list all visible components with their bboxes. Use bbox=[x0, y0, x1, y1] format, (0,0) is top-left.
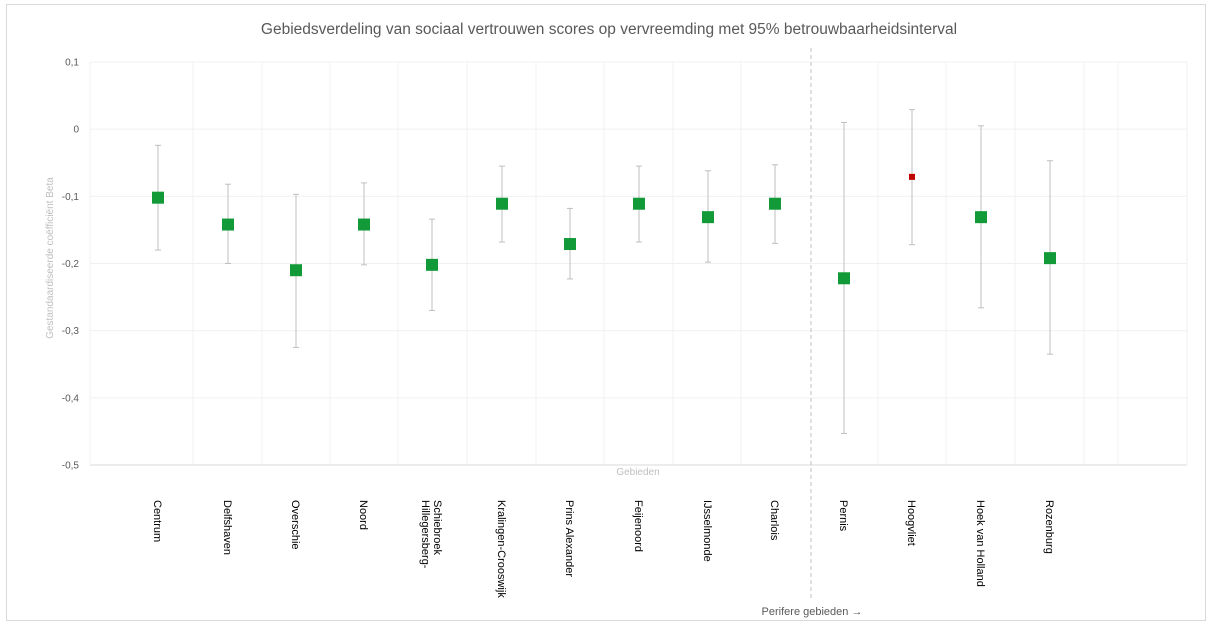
data-point bbox=[290, 264, 302, 277]
category-label-line: Pernis bbox=[837, 500, 849, 532]
category-label-line: Kralingen-Crooswijk bbox=[495, 500, 507, 598]
category-label: Rozenburg bbox=[1043, 500, 1055, 554]
data-point bbox=[222, 218, 234, 231]
y-tick-label: -0,2 bbox=[62, 259, 80, 270]
y-tick-label: -0,3 bbox=[62, 326, 80, 337]
category-label: Delfshaven bbox=[221, 500, 233, 555]
error-bars bbox=[155, 109, 1053, 434]
category-label-line: Overschie bbox=[289, 500, 301, 550]
x-axis-title: Gebieden bbox=[616, 467, 659, 478]
y-tick-label: 0,1 bbox=[65, 58, 79, 69]
y-tick-label: -0,4 bbox=[62, 393, 80, 404]
category-label: Hillegersberg-Schiebroek bbox=[419, 500, 443, 569]
category-label: Hoek van Holland bbox=[974, 500, 986, 587]
chart-frame bbox=[6, 4, 1206, 621]
category-label-line: Hoek van Holland bbox=[974, 500, 986, 587]
category-label: Prins Alexander bbox=[563, 500, 575, 577]
data-point bbox=[496, 197, 508, 210]
data-point bbox=[564, 238, 576, 251]
data-point bbox=[702, 211, 714, 224]
data-point bbox=[975, 211, 987, 224]
category-label-line: IJsselmonde bbox=[701, 500, 713, 562]
data-points bbox=[152, 173, 1056, 285]
category-labels: Centrum Delfshaven Overschie Noord Hillegers… bbox=[151, 500, 1055, 598]
category-label-line: Feijenoord bbox=[632, 500, 644, 552]
y-tick-label: -0,1 bbox=[62, 192, 80, 203]
data-point bbox=[426, 258, 438, 271]
category-label: Hoogvliet bbox=[905, 500, 917, 546]
data-point bbox=[838, 272, 850, 285]
category-label-line: Rozenburg bbox=[1043, 500, 1055, 554]
category-label-line: Noord bbox=[357, 500, 369, 530]
category-label: Charlois bbox=[768, 500, 780, 541]
data-point bbox=[152, 191, 164, 204]
category-label: Feijenoord bbox=[632, 500, 644, 552]
y-axis-title: Gestandaardiseerde coëfficiënt Beta bbox=[45, 177, 56, 339]
category-label-line: Charlois bbox=[768, 500, 780, 541]
category-label-line: Centrum bbox=[151, 500, 163, 542]
data-point bbox=[909, 173, 915, 180]
y-axis-ticks: 0,1 0 -0,1 -0,2 -0,3 -0,4 -0,5 bbox=[62, 58, 80, 472]
category-label: Noord bbox=[357, 500, 369, 530]
category-label: Centrum bbox=[151, 500, 163, 542]
data-point bbox=[633, 197, 645, 210]
data-point bbox=[1044, 252, 1056, 265]
category-label: Kralingen-Crooswijk bbox=[495, 500, 507, 598]
chart-title: Gebiedsverdeling van sociaal vertrouwen … bbox=[261, 21, 957, 38]
periphery-label: Perifere gebieden → bbox=[762, 606, 863, 618]
category-label-line: Schiebroek bbox=[431, 500, 443, 556]
category-label-line: Hillegersberg- bbox=[419, 500, 431, 569]
y-tick-label: -0,5 bbox=[62, 461, 80, 472]
data-point bbox=[358, 218, 370, 231]
category-label: Overschie bbox=[289, 500, 301, 550]
y-tick-label: 0 bbox=[73, 125, 79, 136]
grid-lines bbox=[89, 61, 1188, 466]
category-label: IJsselmonde bbox=[701, 500, 713, 562]
category-label-line: Hoogvliet bbox=[905, 500, 917, 546]
data-point bbox=[769, 197, 781, 210]
category-label-line: Delfshaven bbox=[221, 500, 233, 555]
category-label: Pernis bbox=[837, 500, 849, 532]
category-label-line: Prins Alexander bbox=[563, 500, 575, 577]
